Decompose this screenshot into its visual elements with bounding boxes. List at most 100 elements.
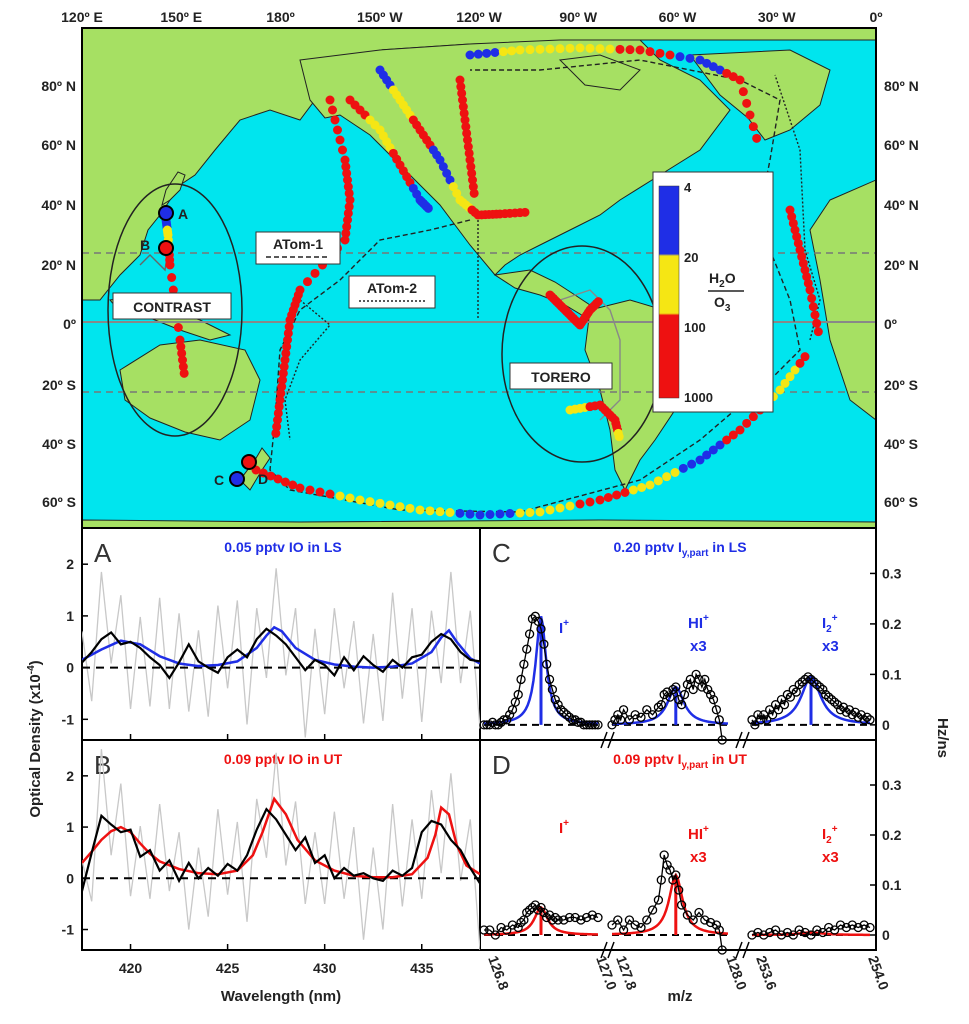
marker-b-label: B bbox=[140, 237, 150, 253]
measured-point bbox=[550, 912, 560, 923]
measured-point bbox=[513, 689, 523, 700]
right-x-axis-title: m/z bbox=[667, 988, 692, 1005]
lon-label: 60º W bbox=[659, 9, 698, 25]
measured-point bbox=[806, 674, 816, 685]
measured-point bbox=[788, 684, 798, 695]
colorbar-tick-4: 4 bbox=[684, 180, 692, 195]
measured-point bbox=[547, 915, 558, 925]
obs-dot bbox=[722, 68, 732, 78]
colorbar-tick-100: 100 bbox=[684, 320, 706, 335]
lat-label-left: 60º S bbox=[42, 494, 76, 510]
colorbar-title-h: H bbox=[709, 270, 719, 286]
measured-point bbox=[794, 925, 804, 935]
x-tick-label: 420 bbox=[119, 960, 143, 976]
lat-label-left: 40º S bbox=[42, 436, 76, 452]
measured-point bbox=[544, 674, 555, 685]
colorbar-title-sub2: 3 bbox=[725, 303, 731, 314]
obs-dot bbox=[702, 58, 712, 68]
panel-a-plot bbox=[82, 568, 480, 738]
measured-point bbox=[788, 930, 798, 940]
panel-c-letter: C bbox=[492, 538, 511, 568]
measured-point bbox=[765, 927, 775, 938]
y-tick-label: 1 bbox=[66, 819, 74, 835]
atom1-label-box: ATom-1 bbox=[255, 231, 341, 265]
obs-dot bbox=[445, 175, 455, 185]
measured-point bbox=[685, 674, 695, 685]
obs-dot bbox=[735, 75, 745, 85]
torero-label-box: TORERO bbox=[509, 362, 613, 390]
lon-label: 90º W bbox=[559, 9, 598, 25]
measured-point bbox=[564, 912, 575, 923]
measured-point bbox=[856, 710, 866, 720]
measured-point bbox=[513, 922, 523, 933]
measured-point bbox=[618, 925, 629, 935]
obs-dot bbox=[463, 142, 473, 152]
measured-point bbox=[642, 705, 652, 715]
measured-point bbox=[659, 689, 669, 700]
obs-dot bbox=[315, 487, 325, 497]
obs-dot bbox=[344, 188, 354, 198]
measured-point bbox=[694, 907, 704, 918]
colorbar-scale bbox=[658, 185, 680, 399]
measured-point bbox=[559, 915, 569, 925]
measured-point bbox=[493, 720, 503, 730]
measured-point bbox=[479, 925, 489, 935]
obs-dot bbox=[435, 507, 445, 517]
measured-point bbox=[576, 717, 586, 727]
obs-dot bbox=[165, 260, 175, 270]
measured-point bbox=[490, 930, 501, 940]
obs-dot bbox=[452, 188, 462, 198]
obs-dot bbox=[448, 182, 458, 192]
obs-dot bbox=[620, 488, 630, 497]
svg-text:O3: O3 bbox=[714, 294, 731, 314]
lat-label-left: 40º N bbox=[41, 197, 76, 213]
obs-dot bbox=[280, 355, 290, 365]
measured-point bbox=[682, 910, 693, 920]
obs-dot bbox=[345, 195, 355, 205]
measured-point bbox=[829, 925, 840, 935]
measured-point bbox=[753, 927, 763, 938]
measured-point bbox=[516, 917, 526, 928]
measured-point bbox=[714, 715, 724, 725]
obs-dot bbox=[555, 503, 565, 513]
obs-dot bbox=[575, 499, 585, 509]
lat-label-right: 60º S bbox=[884, 494, 918, 510]
obs-dot bbox=[176, 342, 186, 352]
obs-dot bbox=[273, 408, 283, 418]
y-tick-label: -1 bbox=[62, 922, 75, 938]
measured-point bbox=[553, 700, 563, 710]
measured-point bbox=[662, 860, 672, 870]
obs-dot bbox=[278, 368, 288, 378]
measured-point bbox=[610, 715, 620, 725]
obs-dot bbox=[285, 315, 295, 325]
measured-point bbox=[865, 922, 875, 933]
measured-point bbox=[659, 850, 669, 860]
obs-dot bbox=[344, 202, 354, 212]
measured-point bbox=[570, 715, 580, 725]
measured-point bbox=[812, 679, 822, 690]
measured-point bbox=[542, 659, 552, 669]
obs-dot bbox=[465, 155, 475, 165]
y-tick-label: 0 bbox=[66, 870, 74, 886]
measured-point bbox=[570, 912, 580, 923]
measured-point bbox=[847, 710, 857, 720]
land-japan bbox=[161, 171, 186, 207]
x-tick-label: 126.8 bbox=[485, 954, 512, 993]
obs-dot bbox=[545, 505, 555, 515]
measured-point bbox=[556, 705, 566, 715]
obs-dot bbox=[458, 102, 468, 112]
obs-dot bbox=[280, 477, 290, 487]
obs-dot bbox=[505, 509, 515, 518]
c-peak-i-label: I+ bbox=[559, 618, 569, 637]
obs-dot bbox=[545, 44, 555, 54]
lat-label-left: 60º N bbox=[41, 137, 76, 153]
measured-point bbox=[668, 875, 678, 885]
obs-dot bbox=[465, 50, 475, 60]
panel-d-peak-labels: I+ HI+ x3 I2+ x3 bbox=[559, 818, 839, 866]
obs-dot bbox=[469, 188, 479, 198]
measured-point bbox=[717, 735, 727, 745]
obs-dot bbox=[678, 463, 688, 473]
obs-dot bbox=[485, 510, 495, 519]
obs-dot bbox=[810, 310, 820, 320]
